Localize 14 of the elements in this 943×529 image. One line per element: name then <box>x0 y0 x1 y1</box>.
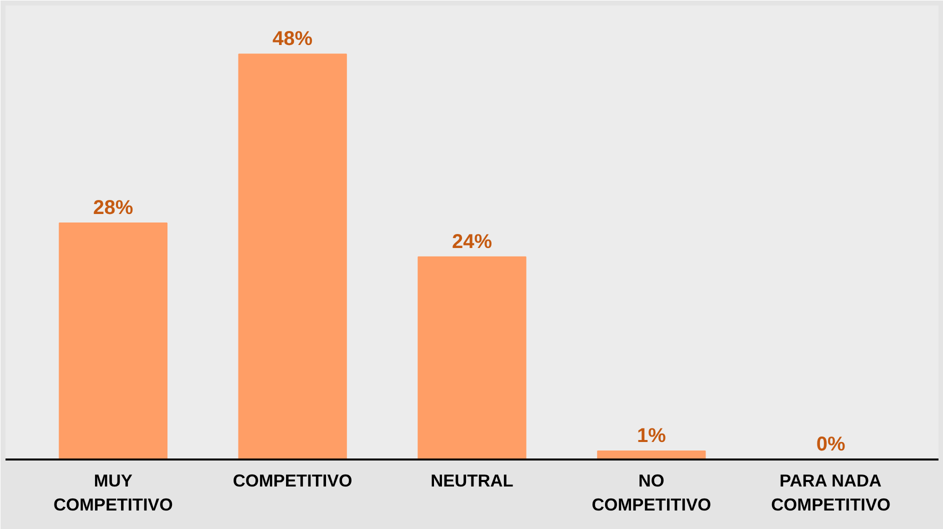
data-label: 48% <box>272 28 313 50</box>
x-tick-label: NEUTRAL <box>430 470 514 490</box>
bar <box>238 54 347 460</box>
x-tick-label: COMPETITIVO <box>232 470 352 490</box>
bar <box>418 256 526 460</box>
x-tick-label: MUY COMPETITIVO <box>53 470 173 514</box>
data-label: 1% <box>636 425 666 448</box>
bar <box>597 450 706 460</box>
data-label: 0% <box>816 434 846 456</box>
bar <box>58 222 168 460</box>
data-label: 28% <box>93 197 134 220</box>
x-tick-label: PARA NADA COMPETITIVO <box>771 470 891 514</box>
x-tick-label: NO COMPETITIVO <box>592 470 712 514</box>
data-label: 24% <box>452 230 492 253</box>
